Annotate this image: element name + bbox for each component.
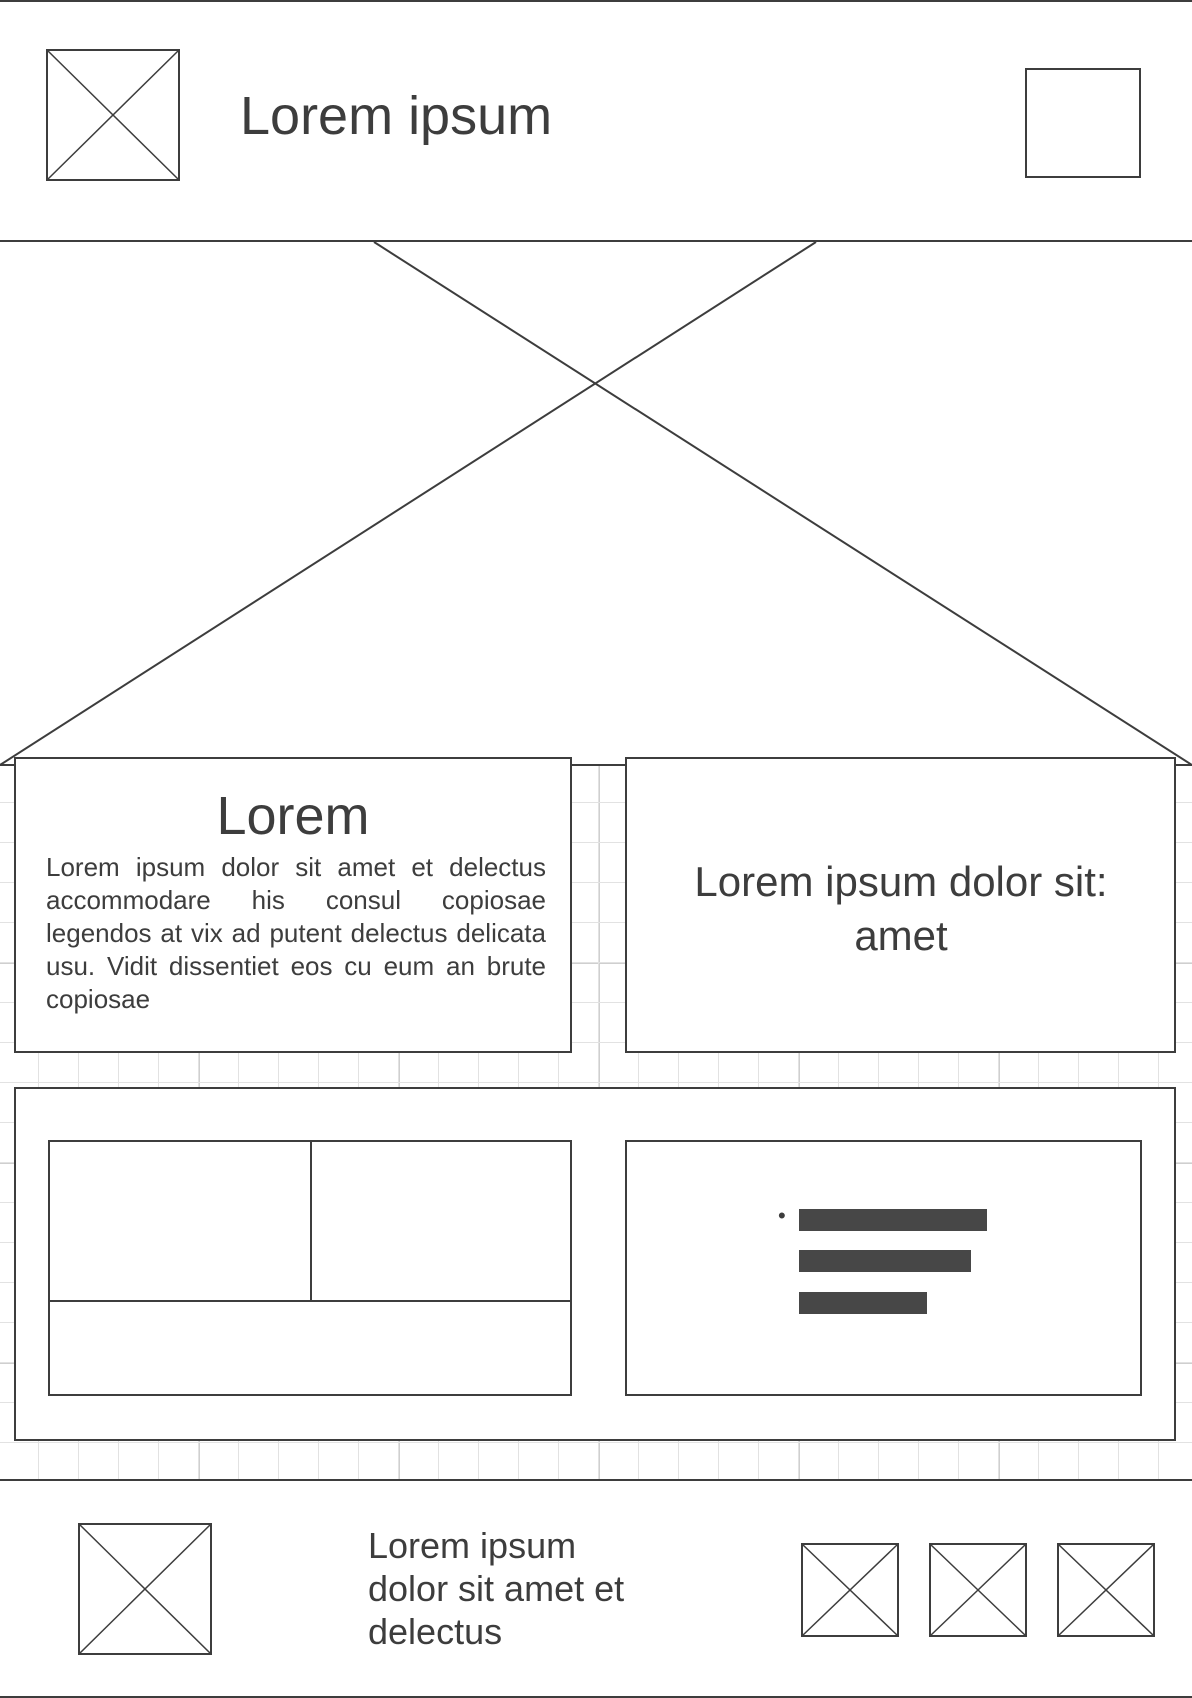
social-image-placeholder-icon[interactable]	[801, 1543, 899, 1637]
footer-logo-image-placeholder-icon[interactable]	[78, 1523, 212, 1655]
top-border	[0, 0, 1192, 2]
list-item-line	[799, 1209, 987, 1231]
footer-text: Lorem ipsum dolor sit amet et delectus	[368, 1525, 625, 1652]
header-divider	[0, 240, 1192, 242]
text-card-right: Lorem ipsum dolor sit: amet	[625, 757, 1176, 1053]
list-bullet: •	[778, 1203, 786, 1228]
grid-cell-top-left	[48, 1140, 312, 1302]
bottom-border	[0, 1696, 1192, 1698]
grid-cell-bottom	[48, 1300, 572, 1396]
header: Lorem ipsum	[0, 2, 1192, 240]
logo-image-placeholder-icon[interactable]	[46, 49, 180, 181]
card-body-text: Lorem ipsum dolor sit amet et delectus a…	[46, 852, 546, 1014]
layout-grid-block	[48, 1140, 572, 1396]
social-image-placeholder-icon[interactable]	[1057, 1543, 1155, 1637]
header-action-button[interactable]	[1025, 68, 1141, 178]
footer: Lorem ipsum dolor sit amet et delectus	[0, 1481, 1192, 1696]
content-panel: •	[14, 1087, 1176, 1441]
social-image-placeholder-icon[interactable]	[929, 1543, 1027, 1637]
grid-cell-top-right	[310, 1140, 572, 1302]
footer-divider	[0, 1479, 1192, 1481]
list-block: •	[625, 1140, 1142, 1396]
hero-image-placeholder-icon	[0, 241, 1192, 766]
card-right-text: Lorem ipsum dolor sit: amet	[694, 858, 1108, 959]
card-heading: Lorem	[216, 786, 370, 846]
list-item-line	[799, 1250, 971, 1272]
page-title: Lorem ipsum	[240, 86, 553, 146]
text-card-left: Lorem Lorem ipsum dolor sit amet et dele…	[14, 757, 572, 1053]
list-item-line	[799, 1292, 927, 1314]
